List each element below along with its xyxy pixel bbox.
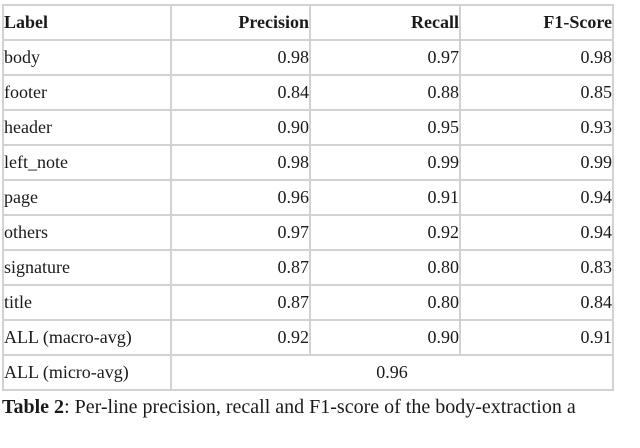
label-cell: header bbox=[2, 109, 172, 146]
label-cell: title bbox=[2, 284, 172, 321]
f1-cell: 0.94 bbox=[459, 179, 614, 216]
label-cell: ALL (macro-avg) bbox=[2, 319, 172, 356]
precision-cell: 0.87 bbox=[170, 249, 311, 286]
label-cell: ALL (micro-avg) bbox=[2, 354, 172, 391]
precision-cell: 0.98 bbox=[170, 144, 311, 181]
caption-text: : Per-line precision, recall and F1-scor… bbox=[64, 396, 576, 418]
micro-avg-value-cell: 0.96 bbox=[170, 354, 614, 391]
f1-cell: 0.84 bbox=[459, 284, 614, 321]
precision-cell: 0.90 bbox=[170, 109, 311, 146]
column-header-f1-score: F1-Score bbox=[459, 4, 614, 41]
recall-cell: 0.99 bbox=[309, 144, 461, 181]
f1-cell: 0.91 bbox=[459, 319, 614, 356]
recall-cell: 0.95 bbox=[309, 109, 461, 146]
f1-cell: 0.98 bbox=[459, 39, 614, 76]
table-row: page 0.96 0.91 0.94 bbox=[2, 179, 614, 216]
table-row: body 0.98 0.97 0.98 bbox=[2, 39, 614, 76]
table-row: footer 0.84 0.88 0.85 bbox=[2, 74, 614, 111]
label-cell: signature bbox=[2, 249, 172, 286]
table-caption: Table 2: Per-line precision, recall and … bbox=[2, 396, 640, 419]
f1-cell: 0.94 bbox=[459, 214, 614, 251]
precision-cell: 0.96 bbox=[170, 179, 311, 216]
label-cell: others bbox=[2, 214, 172, 251]
precision-cell: 0.87 bbox=[170, 284, 311, 321]
recall-cell: 0.80 bbox=[309, 249, 461, 286]
table-row: ALL (macro-avg) 0.92 0.90 0.91 bbox=[2, 319, 614, 356]
table-row: header 0.90 0.95 0.93 bbox=[2, 109, 614, 146]
column-header-precision: Precision bbox=[170, 4, 311, 41]
table-row: others 0.97 0.92 0.94 bbox=[2, 214, 614, 251]
f1-cell: 0.83 bbox=[459, 249, 614, 286]
micro-avg-row: ALL (micro-avg) 0.96 bbox=[2, 354, 614, 391]
label-cell: page bbox=[2, 179, 172, 216]
recall-cell: 0.80 bbox=[309, 284, 461, 321]
precision-cell: 0.84 bbox=[170, 74, 311, 111]
column-header-label: Label bbox=[2, 4, 172, 41]
label-cell: body bbox=[2, 39, 172, 76]
precision-cell: 0.97 bbox=[170, 214, 311, 251]
f1-cell: 0.93 bbox=[459, 109, 614, 146]
f1-cell: 0.85 bbox=[459, 74, 614, 111]
recall-cell: 0.97 bbox=[309, 39, 461, 76]
header-row: Label Precision Recall F1-Score bbox=[2, 4, 614, 41]
column-header-recall: Recall bbox=[309, 4, 461, 41]
recall-cell: 0.91 bbox=[309, 179, 461, 216]
metrics-table: Label Precision Recall F1-Score body 0.9… bbox=[2, 4, 614, 391]
table-row: title 0.87 0.80 0.84 bbox=[2, 284, 614, 321]
recall-cell: 0.92 bbox=[309, 214, 461, 251]
recall-cell: 0.90 bbox=[309, 319, 461, 356]
recall-cell: 0.88 bbox=[309, 74, 461, 111]
label-cell: footer bbox=[2, 74, 172, 111]
table-row: signature 0.87 0.80 0.83 bbox=[2, 249, 614, 286]
f1-cell: 0.99 bbox=[459, 144, 614, 181]
table-row: left_note 0.98 0.99 0.99 bbox=[2, 144, 614, 181]
label-cell: left_note bbox=[2, 144, 172, 181]
precision-cell: 0.92 bbox=[170, 319, 311, 356]
precision-cell: 0.98 bbox=[170, 39, 311, 76]
caption-label: Table 2 bbox=[2, 396, 65, 418]
